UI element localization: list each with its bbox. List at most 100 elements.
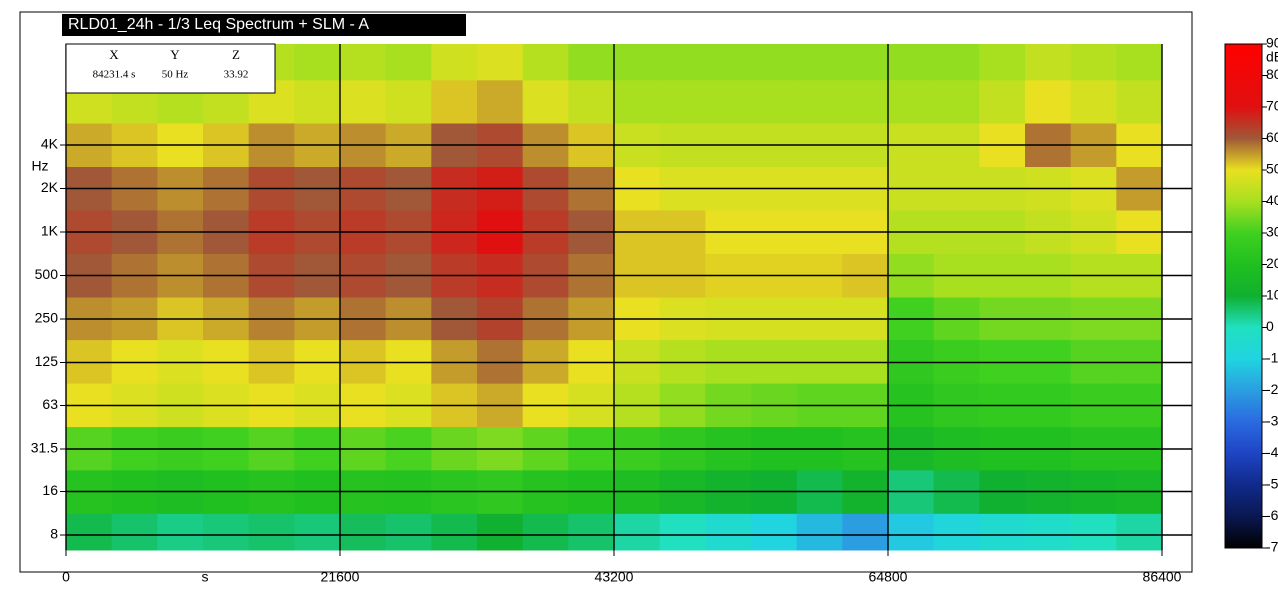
colorbar-tick-label: -10 — [1266, 350, 1278, 366]
heat-cell — [751, 513, 798, 551]
heat-cell — [431, 513, 478, 551]
cursor-value: 33.92 — [224, 69, 249, 81]
heat-cell — [614, 339, 661, 384]
heat-cell — [1025, 79, 1072, 124]
heat-cell — [568, 79, 615, 124]
heat-cell — [1116, 513, 1163, 551]
heat-cell — [933, 79, 980, 124]
heat-cell — [294, 339, 341, 384]
colorbar-tick-label: -40 — [1266, 444, 1278, 460]
y-tick-label: 125 — [35, 353, 59, 369]
heat-cell — [340, 513, 387, 551]
colorbar-tick-label: -60 — [1266, 507, 1278, 523]
y-tick-label: 4K — [41, 136, 59, 152]
cursor-value: 84231.4 s — [93, 69, 136, 81]
colorbar-tick-label: -50 — [1266, 476, 1278, 492]
colorbar-tick-label: -70 — [1266, 539, 1278, 555]
cursor-header: Z — [232, 47, 240, 62]
heat-cell — [796, 513, 843, 551]
colorbar-tick-label: 70 — [1266, 98, 1278, 114]
heat-cell — [796, 79, 843, 124]
y-tick-label: 31.5 — [31, 440, 58, 456]
heat-cell — [111, 513, 158, 551]
heat-cell — [111, 339, 158, 384]
cursor-value: 50 Hz — [162, 69, 189, 81]
heat-cell — [248, 513, 295, 551]
colorbar-tick-label: 50 — [1266, 161, 1278, 177]
heat-cell — [203, 513, 250, 551]
y-tick-label: 63 — [42, 396, 58, 412]
heat-cell — [751, 339, 798, 384]
heat-cell — [659, 339, 706, 384]
y-axis-label: Hz — [31, 158, 48, 174]
heat-cell — [431, 44, 478, 81]
heat-cell — [705, 339, 752, 384]
colorbar-tick-label: -20 — [1266, 381, 1278, 397]
heat-cell — [888, 513, 935, 551]
heat-cell — [842, 44, 889, 81]
heat-cell — [933, 339, 980, 384]
heat-cell — [1116, 339, 1163, 384]
heat-cell — [385, 513, 432, 551]
x-tick-label: 0 — [62, 569, 70, 585]
heat-cell — [979, 339, 1026, 384]
colorbar-tick-label: 80 — [1266, 66, 1278, 82]
heat-cell — [888, 44, 935, 81]
colorbar-tick-label: 90 — [1266, 35, 1278, 51]
colorbar-tick-label: 20 — [1266, 255, 1278, 271]
y-tick-label: 500 — [35, 266, 59, 282]
y-tick-label: 250 — [35, 310, 59, 326]
heat-cell — [659, 513, 706, 551]
heat-cell — [385, 44, 432, 81]
heat-cell — [66, 339, 113, 384]
cursor-header: Y — [170, 47, 180, 62]
heat-cell — [522, 513, 569, 551]
colorbar — [1224, 43, 1263, 549]
heat-cell — [1116, 79, 1163, 124]
heat-cell — [203, 339, 250, 384]
heat-cell — [294, 79, 341, 124]
heat-cell — [888, 339, 935, 384]
heat-cell — [294, 513, 341, 551]
heat-cell — [888, 79, 935, 124]
heat-cell — [157, 513, 204, 551]
heat-cell — [659, 79, 706, 124]
heat-cell — [842, 339, 889, 384]
cursor-header: X — [109, 47, 119, 62]
heat-cell — [1025, 44, 1072, 81]
y-tick-label: 1K — [41, 223, 59, 239]
heat-cell — [385, 339, 432, 384]
heat-cell — [933, 513, 980, 551]
axes: 4K 2K 1K 500 250 125 63 31.5 16 8 0 21600 43200 64800… — [31, 44, 1192, 585]
heat-cell — [568, 513, 615, 551]
heat-cell — [1025, 339, 1072, 384]
heat-cell — [705, 44, 752, 81]
heat-cell — [522, 339, 569, 384]
colorbar-tick-label: -30 — [1266, 413, 1278, 429]
heat-cell — [477, 44, 524, 81]
heat-cell — [614, 44, 661, 81]
cursor-readout: X 84231.4 s Y 50 Hz Z 33.92 — [93, 47, 249, 81]
colorbar-tick-label: 60 — [1266, 129, 1278, 145]
heat-cell — [614, 513, 661, 551]
heat-cell — [431, 339, 478, 384]
chart-title: RLD01_24h - 1/3 Leq Spectrum + SLM - A — [68, 16, 369, 33]
heat-cell — [979, 44, 1026, 81]
cursor-box — [65, 43, 276, 94]
y-tick-label: 8 — [50, 526, 58, 542]
heat-cell — [66, 513, 113, 551]
heat-cell — [568, 44, 615, 81]
heat-cell — [340, 339, 387, 384]
heat-cell — [340, 79, 387, 124]
heat-cell — [294, 44, 341, 81]
x-axis-label: s — [202, 569, 209, 585]
x-tick-label: 21600 — [321, 569, 360, 585]
x-tick-label: 86400 — [1143, 569, 1182, 585]
heat-cell — [385, 79, 432, 124]
heat-cell — [1070, 339, 1117, 384]
y-tick-label: 16 — [42, 482, 58, 498]
x-tick-label: 43200 — [595, 569, 634, 585]
frame — [19, 11, 1193, 573]
colorbar-tick-label: 30 — [1266, 224, 1278, 240]
